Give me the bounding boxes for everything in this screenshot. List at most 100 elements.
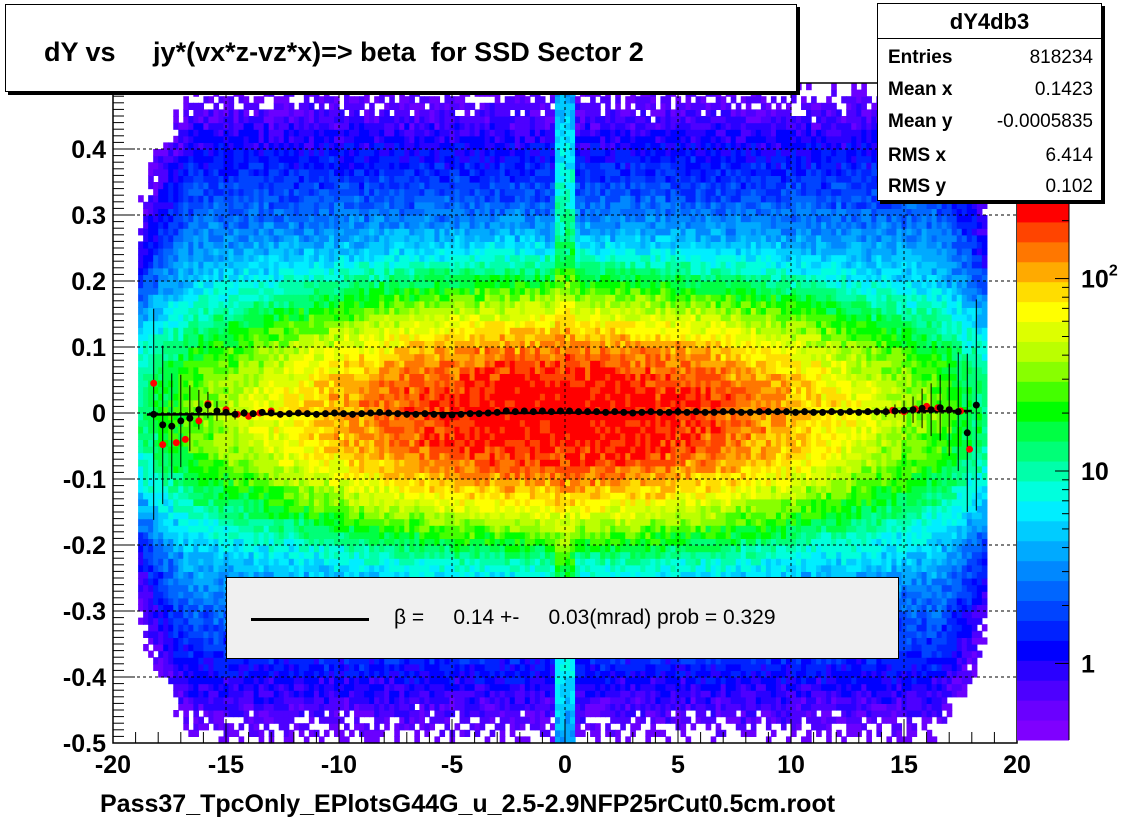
heatmap-cell	[389, 657, 395, 665]
heatmap-cell	[138, 366, 144, 374]
heatmap-cell	[233, 142, 240, 150]
heatmap-cell	[188, 314, 194, 322]
heatmap-cell	[163, 591, 169, 599]
heatmap-cell	[303, 149, 310, 157]
heatmap-cell	[303, 155, 310, 163]
heatmap-cell	[288, 327, 295, 335]
heatmap-cell	[253, 267, 260, 275]
heatmap-cell	[298, 360, 305, 368]
heatmap-cell	[183, 406, 189, 414]
heatmap-cell	[394, 380, 400, 388]
heatmap-cell	[243, 419, 250, 427]
heatmap-cell	[349, 274, 355, 282]
heatmap-cell	[213, 558, 220, 566]
heatmap-cell	[233, 432, 240, 440]
heatmap-cell	[188, 122, 194, 130]
heatmap-cell	[198, 413, 204, 421]
heatmap-cell	[168, 168, 174, 176]
heatmap-cell	[228, 135, 235, 143]
heatmap-cell	[188, 366, 194, 374]
heatmap-cell	[208, 531, 215, 539]
heatmap-cell	[333, 254, 340, 262]
heatmap-cell	[263, 360, 270, 368]
heatmap-cell	[263, 472, 270, 480]
heatmap-cell	[198, 498, 204, 506]
heatmap-cell	[303, 267, 310, 275]
heatmap-cell	[308, 419, 315, 427]
heatmap-cell	[168, 439, 174, 447]
heatmap-cell	[323, 432, 330, 440]
heatmap-cell	[283, 696, 290, 704]
heatmap-cell	[228, 155, 235, 163]
heatmap-cell	[208, 716, 215, 724]
heatmap-cell	[238, 538, 245, 546]
heatmap-cell	[344, 122, 350, 130]
heatmap-cell	[349, 690, 355, 698]
heatmap-cell	[208, 479, 215, 487]
heatmap-cell	[328, 498, 335, 506]
heatmap-cell	[208, 393, 215, 401]
heatmap-cell	[163, 241, 169, 249]
heatmap-cell	[374, 703, 380, 711]
heatmap-cell	[283, 472, 290, 480]
heatmap-cell	[364, 551, 370, 559]
heatmap-cell	[208, 294, 215, 302]
heatmap-cell	[178, 182, 184, 190]
heatmap-cell	[283, 716, 290, 724]
heatmap-cell	[263, 241, 270, 249]
heatmap-cell	[328, 314, 335, 322]
heatmap-cell	[238, 228, 245, 236]
heatmap-cell	[323, 168, 330, 176]
heatmap-cell	[399, 109, 405, 117]
heatmap-cell	[293, 571, 300, 579]
heatmap-cell	[283, 406, 290, 414]
heatmap-cell	[283, 663, 290, 671]
heatmap-cell	[354, 241, 360, 249]
heatmap-cell	[193, 452, 199, 460]
heatmap-cell	[359, 512, 365, 520]
heatmap-cell	[359, 670, 365, 678]
heatmap-cell	[158, 644, 164, 652]
heatmap-cell	[208, 551, 215, 559]
heatmap-cell	[138, 254, 144, 262]
heatmap-cell	[203, 347, 210, 355]
heatmap-cell	[394, 432, 400, 440]
heatmap-cell	[394, 545, 400, 553]
heatmap-cell	[138, 505, 144, 513]
heatmap-cell	[158, 617, 164, 625]
heatmap-cell	[328, 366, 335, 374]
heatmap-cell	[384, 716, 390, 724]
heatmap-cell	[318, 512, 325, 520]
heatmap-cell	[298, 465, 305, 473]
heatmap-cell	[233, 419, 240, 427]
heatmap-cell	[213, 208, 220, 216]
heatmap-cell	[293, 155, 300, 163]
heatmap-cell	[313, 182, 320, 190]
heatmap-cell	[354, 683, 360, 691]
heatmap-cell	[323, 135, 330, 143]
heatmap-cell	[248, 426, 255, 434]
heatmap-cell	[364, 393, 370, 401]
heatmap-cell	[218, 320, 225, 328]
heatmap-cell	[298, 267, 305, 275]
heatmap-cell	[258, 393, 265, 401]
heatmap-cell	[344, 525, 350, 533]
heatmap-cell	[384, 287, 390, 295]
heatmap-cell	[369, 208, 375, 216]
heatmap-cell	[404, 459, 410, 467]
heatmap-cell	[344, 498, 350, 506]
heatmap-cell	[173, 168, 179, 176]
heatmap-cell	[318, 419, 325, 427]
heatmap-cell	[339, 129, 345, 137]
heatmap-cell	[148, 558, 154, 566]
heatmap-cell	[273, 545, 280, 553]
heatmap-cell	[369, 109, 375, 117]
heatmap-cell	[173, 604, 179, 612]
heatmap-cell	[323, 215, 330, 223]
heatmap-cell	[178, 571, 184, 579]
heatmap-cell	[193, 545, 199, 553]
heatmap-cell	[278, 531, 285, 539]
heatmap-cell	[278, 538, 285, 546]
heatmap-cell	[349, 439, 355, 447]
heatmap-cell	[183, 399, 189, 407]
